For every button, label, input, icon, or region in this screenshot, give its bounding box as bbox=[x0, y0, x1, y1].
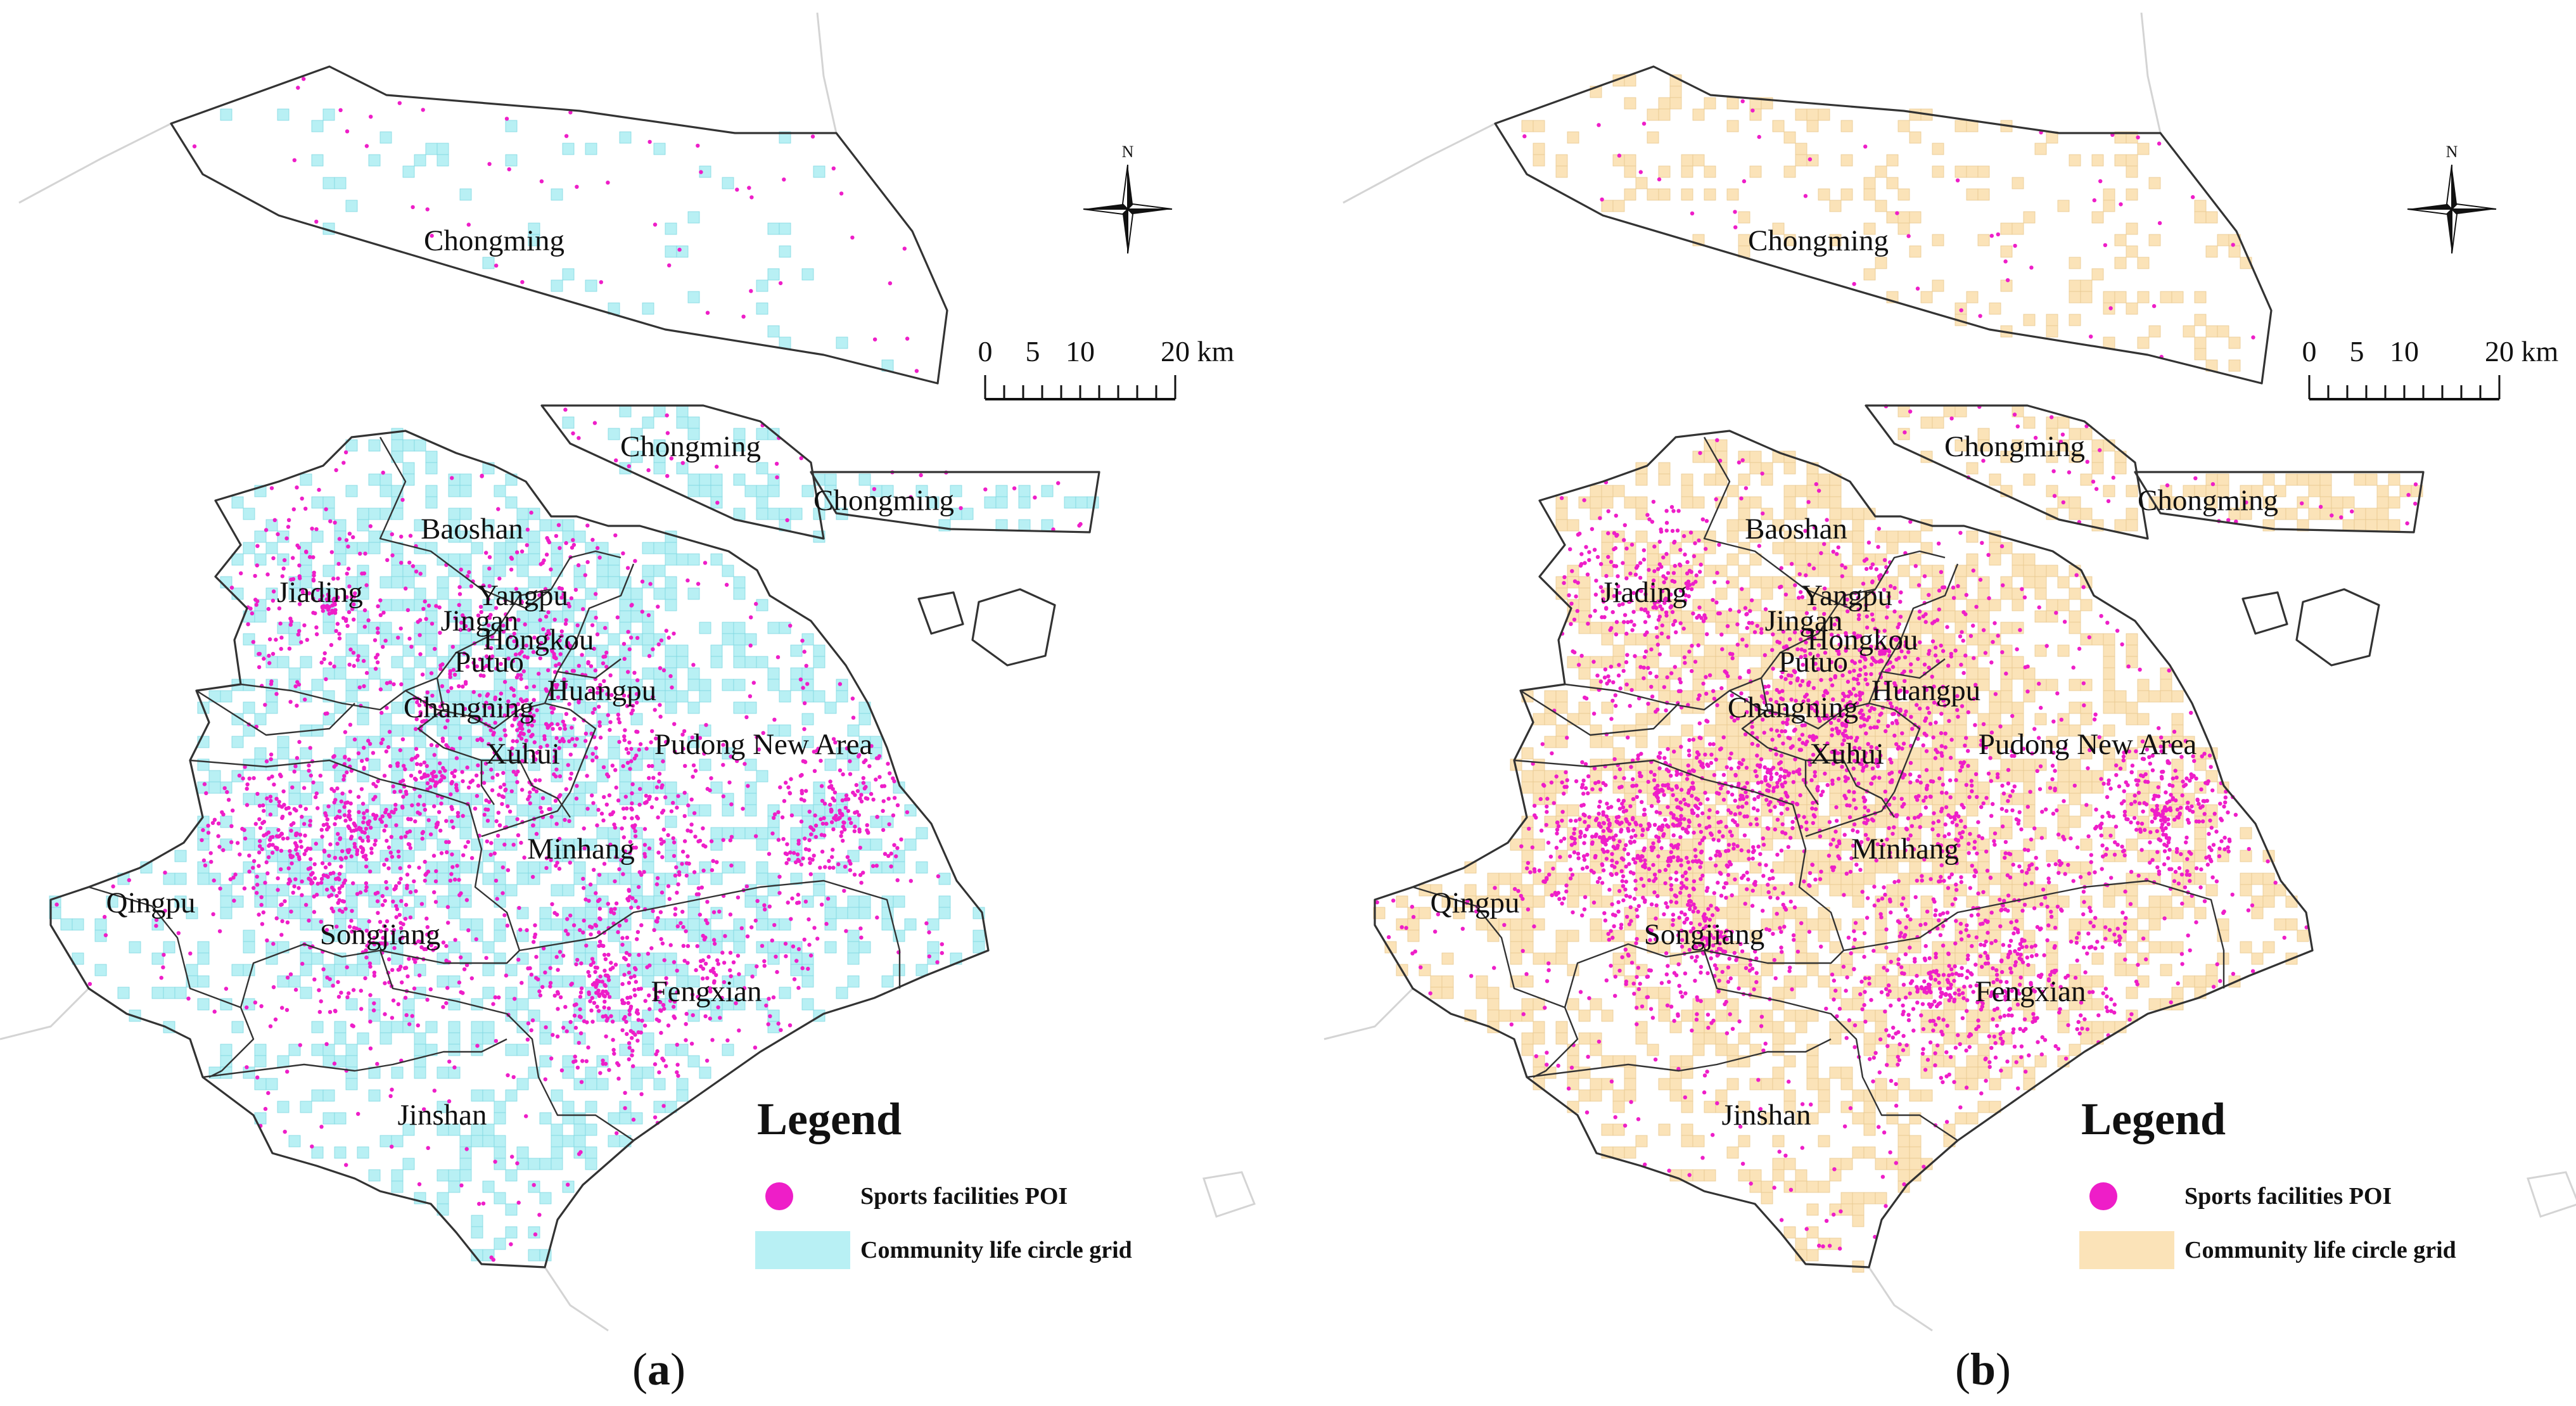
district-label: Qingpu bbox=[106, 886, 196, 919]
district-label: Fengxian bbox=[651, 975, 762, 1008]
panel-caption: (b) bbox=[1955, 1344, 2011, 1395]
district-label: Pudong New Area bbox=[1979, 728, 2197, 761]
legend: Legend Sports facilities POI Community lif… bbox=[755, 1094, 1132, 1269]
community-grid-layer bbox=[1373, 74, 2423, 1273]
district-labels: Chongming Chongming Chongming Baoshan Jiadin… bbox=[106, 224, 954, 1132]
legend-item-label: Community life circle grid bbox=[2184, 1237, 2456, 1263]
legend: Legend Sports facilities POI Community lif… bbox=[2079, 1094, 2456, 1269]
map-panel-b: Chongming Chongming Chongming Baoshan Jiadin… bbox=[1323, 12, 2576, 1395]
district-label: Qingpu bbox=[1431, 886, 1520, 919]
district-label: Baoshan bbox=[421, 513, 523, 546]
scale-tick-label: 5 bbox=[1026, 335, 1040, 367]
district-label: Jiading bbox=[277, 576, 363, 609]
district-label: Huangpu bbox=[1871, 674, 1980, 707]
poi-dot-icon bbox=[2089, 1182, 2117, 1210]
district-label: Xuhui bbox=[1809, 738, 1884, 770]
north-label: N bbox=[1122, 143, 1134, 161]
district-label: Baoshan bbox=[1745, 513, 1847, 546]
scale-tick-label: 10 bbox=[1066, 335, 1095, 367]
district-label: Chongming bbox=[2138, 484, 2278, 517]
sports-poi-layer bbox=[54, 77, 1083, 1262]
district-label: Chongming bbox=[1748, 224, 1889, 257]
district-label: Changning bbox=[1728, 691, 1858, 724]
district-label: Hongkou bbox=[483, 623, 594, 656]
scale-tick-label: 20 km bbox=[2485, 335, 2559, 367]
north-arrow-icon: N bbox=[1083, 143, 1173, 254]
district-label: Xuhui bbox=[485, 738, 560, 770]
district-label: Songjiang bbox=[320, 918, 441, 951]
legend-item-label: Community life circle grid bbox=[860, 1237, 1132, 1263]
district-label: Minhang bbox=[527, 833, 635, 866]
district-label: Huangpu bbox=[547, 674, 656, 707]
legend-item-label: Sports facilities POI bbox=[860, 1183, 1068, 1210]
scale-bar: 0 5 10 20 km bbox=[978, 335, 1235, 400]
scale-bar: 0 5 10 20 km bbox=[2302, 335, 2559, 400]
district-label: Yangpu bbox=[1801, 579, 1892, 612]
district-label: Pudong New Area bbox=[654, 728, 873, 761]
legend-item-label: Sports facilities POI bbox=[2184, 1183, 2392, 1210]
legend-title: Legend bbox=[2081, 1094, 2226, 1144]
district-boundaries bbox=[49, 65, 1100, 1269]
district-label: Jiading bbox=[1601, 576, 1687, 609]
north-arrow-icon: N bbox=[2407, 143, 2497, 254]
scale-tick-label: 10 bbox=[2390, 335, 2419, 367]
district-label: Jingan bbox=[441, 604, 519, 637]
district-label: Jinshan bbox=[398, 1099, 487, 1132]
map-panel-a: Chongming Chongming Chongming Baoshan Jiadin… bbox=[0, 12, 1256, 1395]
grid-square-icon bbox=[755, 1231, 850, 1269]
district-label: Putuo bbox=[454, 646, 524, 679]
legend-title: Legend bbox=[757, 1094, 902, 1144]
district-label: Chongming bbox=[1944, 430, 2085, 463]
district-label: Jinshan bbox=[1722, 1099, 1811, 1132]
grid-square-icon bbox=[2079, 1231, 2174, 1269]
scale-tick-label: 20 km bbox=[1161, 335, 1235, 367]
district-label: Yangpu bbox=[477, 579, 568, 612]
community-grid-layer bbox=[49, 108, 1099, 1262]
poi-dot-icon bbox=[765, 1182, 793, 1210]
district-label: Hongkou bbox=[1808, 623, 1918, 656]
scale-tick-label: 0 bbox=[978, 335, 993, 367]
district-label: Changning bbox=[404, 691, 534, 724]
district-labels: Chongming Chongming Chongming Baoshan Jiadin… bbox=[1431, 224, 2278, 1132]
district-label: Chongming bbox=[424, 224, 564, 257]
scale-tick-label: 0 bbox=[2302, 335, 2317, 367]
district-label: Jingan bbox=[1765, 604, 1843, 637]
district-label: Fengxian bbox=[1975, 975, 2086, 1008]
district-label: Minhang bbox=[1851, 833, 1959, 866]
sports-poi-layer bbox=[1375, 99, 2418, 1251]
district-label: Chongming bbox=[813, 484, 954, 517]
district-boundaries bbox=[1374, 65, 2425, 1269]
district-label: Songjiang bbox=[1644, 918, 1765, 951]
district-label: Putuo bbox=[1778, 646, 1848, 679]
panel-caption: (a) bbox=[632, 1344, 685, 1395]
scale-tick-label: 5 bbox=[2350, 335, 2364, 367]
district-label: Chongming bbox=[620, 430, 761, 463]
north-label: N bbox=[2446, 143, 2458, 161]
